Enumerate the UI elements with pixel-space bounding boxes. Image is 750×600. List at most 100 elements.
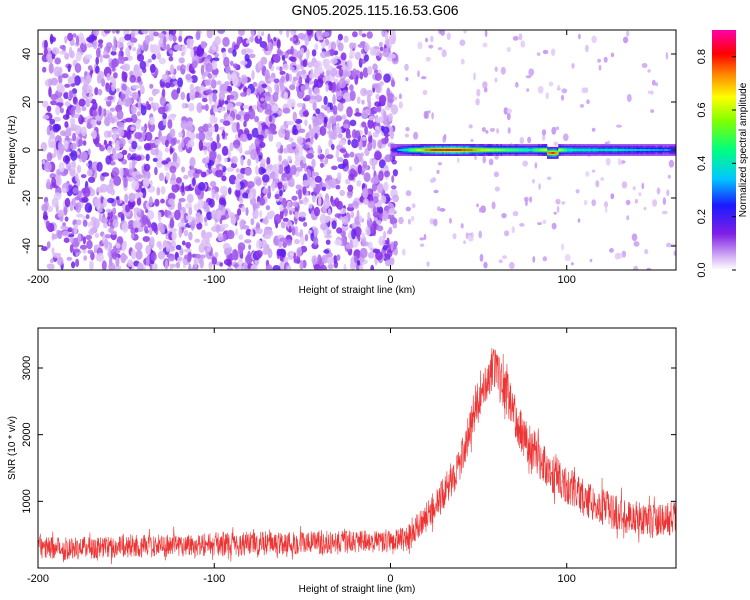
signal-band-cell	[492, 149, 494, 151]
noise-blob	[266, 156, 271, 166]
noise-blob	[168, 214, 174, 219]
noise-blob	[459, 39, 466, 46]
noise-blob	[322, 76, 326, 83]
signal-band-cell	[578, 149, 580, 151]
y-tick-label: 1000	[21, 489, 33, 513]
noise-blob	[107, 130, 112, 138]
colorbar-tick-label: 0.2	[696, 209, 708, 224]
noise-blob	[240, 167, 247, 175]
noise-blob	[296, 247, 303, 258]
noise-blob	[236, 121, 240, 133]
noise-blob	[125, 47, 131, 58]
noise-blob	[188, 231, 193, 241]
noise-blob	[158, 57, 166, 65]
noise-blob	[260, 239, 267, 249]
noise-blob	[260, 56, 268, 65]
noise-blob	[368, 134, 373, 145]
noise-blob	[283, 207, 288, 217]
noise-blob	[356, 209, 360, 221]
noise-blob	[46, 53, 53, 62]
snr-series-line	[38, 348, 676, 565]
noise-blob	[378, 170, 384, 182]
signal-band-cell	[398, 149, 401, 151]
noise-blob	[248, 53, 256, 59]
noise-blob	[515, 81, 519, 88]
noise-blob	[296, 166, 303, 172]
noise-blob	[268, 60, 272, 70]
noise-blob	[319, 125, 327, 136]
noise-blob	[249, 36, 254, 43]
noise-blob	[42, 159, 46, 165]
noise-blob	[208, 95, 213, 105]
noise-blob	[366, 45, 371, 50]
noise-blob	[328, 121, 331, 131]
noise-blob	[360, 87, 368, 97]
noise-blob	[506, 108, 512, 114]
noise-blob	[272, 163, 280, 173]
noise-blob	[133, 210, 137, 219]
signal-band-cell	[508, 149, 511, 151]
noise-blob	[169, 263, 177, 268]
noise-blob	[482, 155, 487, 164]
noise-blob	[128, 200, 135, 210]
noise-blob	[60, 130, 67, 137]
noise-blob	[537, 222, 542, 226]
noise-blob	[398, 101, 403, 109]
noise-blob	[195, 31, 201, 41]
noise-blob	[420, 76, 427, 80]
noise-blob	[281, 54, 286, 61]
signal-band-cell	[439, 149, 442, 151]
noise-blob	[104, 234, 112, 239]
noise-blob	[336, 227, 343, 234]
noise-blob	[150, 101, 154, 109]
signal-band-cell	[513, 149, 515, 151]
noise-blob	[378, 236, 386, 246]
noise-blob	[251, 127, 260, 138]
noise-blob	[81, 106, 87, 112]
noise-blob	[282, 63, 289, 71]
noise-blob	[361, 48, 365, 55]
noise-blob	[100, 217, 109, 224]
noise-blob	[129, 74, 136, 83]
noise-blob	[279, 66, 283, 73]
noise-blob	[145, 131, 153, 142]
signal-band-cell	[658, 149, 661, 151]
noise-blob	[196, 102, 203, 114]
noise-blob	[131, 91, 139, 100]
noise-blob	[58, 162, 65, 173]
noise-blob	[283, 182, 288, 191]
noise-blob	[136, 76, 142, 83]
noise-blob	[191, 265, 199, 270]
noise-blob	[217, 107, 224, 112]
noise-blob	[108, 262, 116, 270]
noise-blob	[135, 221, 142, 229]
noise-blob	[137, 262, 144, 270]
noise-blob	[383, 110, 387, 122]
signal-band-cell	[463, 149, 466, 151]
noise-blob	[142, 131, 147, 136]
noise-blob	[273, 78, 280, 84]
noise-blob	[156, 241, 162, 248]
noise-blob	[209, 180, 217, 188]
noise-blob	[64, 197, 71, 208]
noise-blob	[156, 157, 164, 168]
noise-blob	[303, 221, 308, 227]
noise-blob	[571, 63, 575, 69]
noise-blob	[143, 163, 151, 172]
noise-blob	[162, 112, 168, 120]
noise-blob	[101, 172, 110, 177]
noise-blob	[51, 53, 56, 60]
signal-band-cell	[523, 149, 525, 151]
noise-blob	[162, 45, 168, 50]
noise-blob	[314, 206, 320, 217]
noise-blob	[178, 57, 185, 64]
noise-blob	[107, 95, 114, 101]
noise-blob	[605, 205, 608, 214]
noise-blob	[309, 73, 316, 79]
noise-blob	[81, 126, 87, 137]
noise-blob	[157, 250, 166, 260]
noise-blob	[294, 238, 300, 245]
colorbar-tick-label: 0.6	[696, 102, 708, 117]
signal-band-cell	[475, 149, 477, 151]
noise-blob	[468, 235, 474, 242]
